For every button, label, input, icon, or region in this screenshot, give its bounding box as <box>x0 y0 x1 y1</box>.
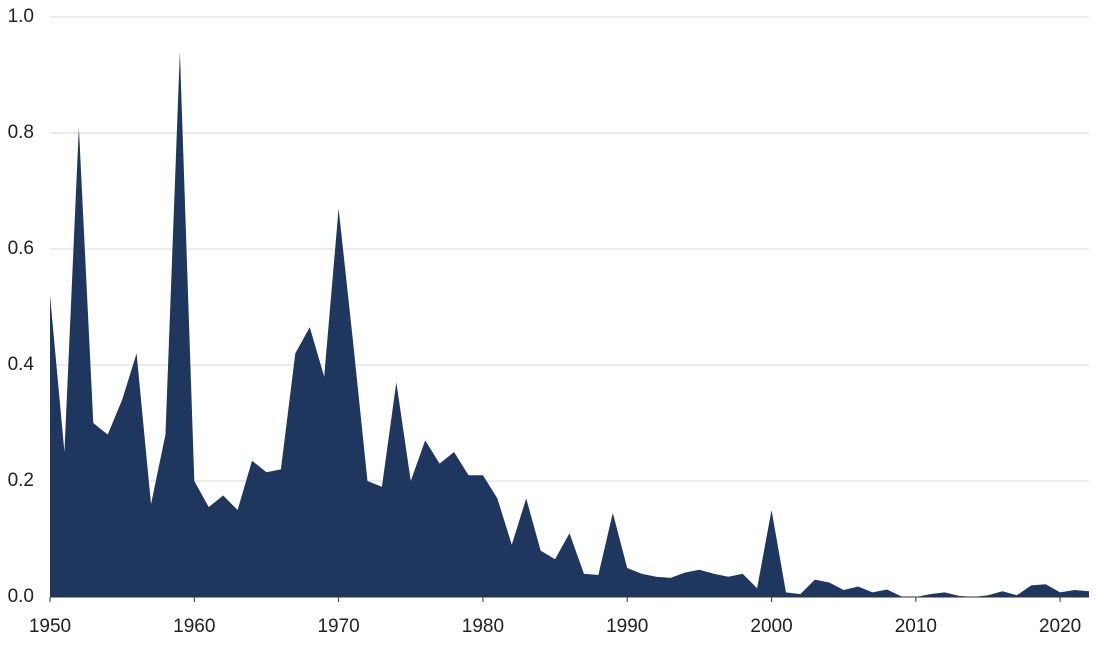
x-tick-label: 1990 <box>606 616 648 637</box>
x-tick-label: 1980 <box>462 616 504 637</box>
x-tick-label: 2000 <box>750 616 792 637</box>
x-tick-label: 1960 <box>173 616 215 637</box>
x-tick-label: 1970 <box>317 616 359 637</box>
x-tick-label: 1950 <box>29 616 71 637</box>
y-tick-label: 0.8 <box>8 122 34 143</box>
y-tick-label: 0.4 <box>8 354 35 375</box>
y-tick-label: 0.6 <box>8 238 34 259</box>
y-tick-label: 1.0 <box>8 6 34 27</box>
x-tick-label: 2010 <box>895 616 937 637</box>
y-tick-label: 0.0 <box>8 586 34 607</box>
area <box>50 51 1089 598</box>
y-tick-label: 0.2 <box>8 470 34 491</box>
x-tick-label: 2020 <box>1039 616 1081 637</box>
